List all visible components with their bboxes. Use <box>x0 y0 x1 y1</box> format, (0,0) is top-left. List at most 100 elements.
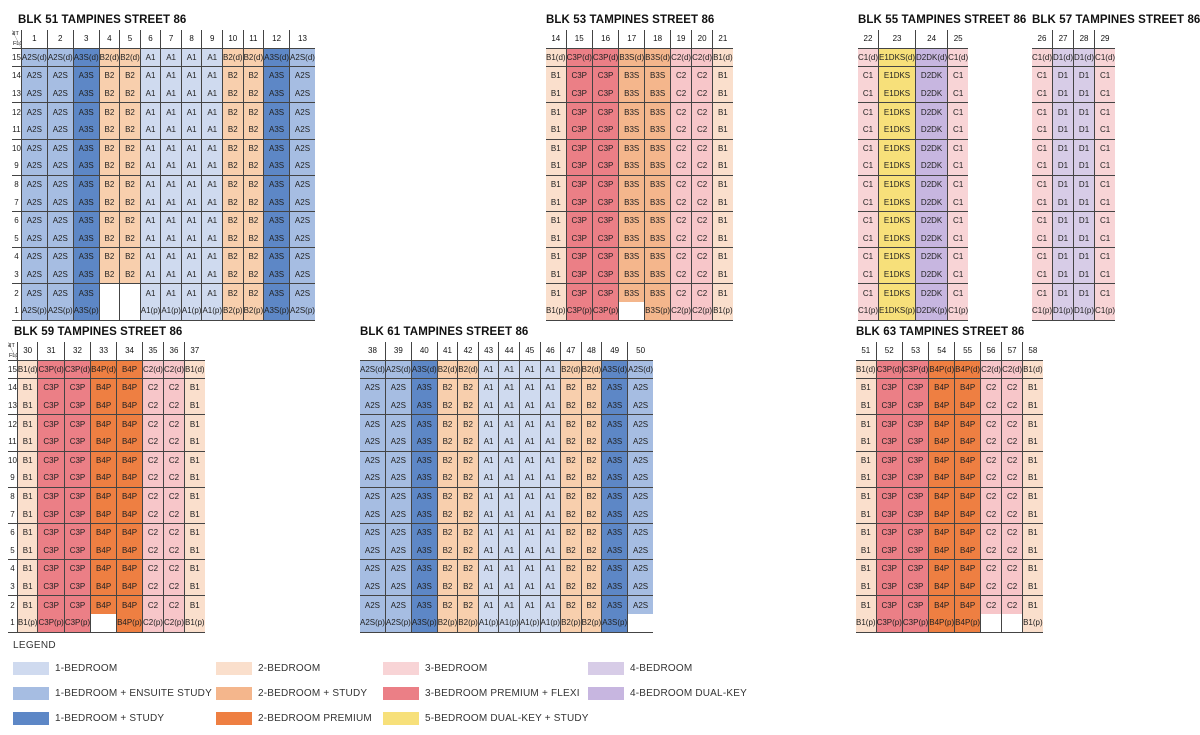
unit-cell: C3P <box>875 487 903 506</box>
unit-cell: A2S(d) <box>360 360 386 380</box>
unit-cell: A3S <box>601 559 628 578</box>
unit-cell: B3S <box>644 283 671 302</box>
unit-cell: C3P <box>63 541 91 561</box>
unit-cell: C2 <box>670 102 692 121</box>
unit-cell: A1 <box>180 175 202 194</box>
unit-cell: C3P <box>565 102 593 121</box>
unit-number: 42 <box>457 342 479 361</box>
unit-cell: B4P <box>928 396 955 416</box>
unit-cell: C2 <box>691 283 713 302</box>
corner-unit-label: UNIT <box>12 31 19 37</box>
floor-row: C1(d) D1(d) D1(d) C1(d) <box>1032 48 1116 68</box>
unit-cell: B2 <box>436 541 458 561</box>
unit-cell: A3S(d) <box>263 48 290 68</box>
unit-number: 33 <box>90 342 117 361</box>
unit-cell: A2S <box>627 469 654 488</box>
unit-cell: C2 <box>691 120 713 140</box>
unit-cell: B2 <box>119 84 141 104</box>
unit-cell: A3S <box>601 487 628 506</box>
unit-cell: D2DK <box>915 66 948 85</box>
unit-cell: C3P <box>591 139 619 158</box>
unit-cell: A2S <box>360 414 386 433</box>
unit-cell: B1 <box>856 577 877 597</box>
unit-cell: B1 <box>546 102 567 121</box>
unit-cell: C2 <box>691 229 713 249</box>
unit-number: 51 <box>856 342 877 361</box>
unit-cell: C3P <box>901 559 929 578</box>
unit-cell: A1 <box>201 175 223 194</box>
unit-cell: A3S <box>72 211 100 230</box>
unit-cell: A2S <box>360 451 386 470</box>
floor-row: B1 C3P C3P B3S B3S C2 C2 B1 <box>546 157 733 176</box>
unit-cell: B2(d) <box>436 360 458 380</box>
unit-cell: B4P <box>116 396 143 416</box>
unit-cell: B1(p) <box>712 301 733 321</box>
unit-cell: B1(d) <box>183 360 205 380</box>
floor-row: C1(p) E1DKS(p) D2DK(p) C1(p) <box>858 301 969 321</box>
floor-row: B1(p) C3P(p) C3P(p) B4P(p) B4P(p) B1(p) <box>856 613 1043 633</box>
unit-number: 11 <box>242 30 264 49</box>
unit-cell: C1 <box>947 175 969 194</box>
unit-cell: C3P <box>565 66 593 85</box>
unit-number: 19 <box>670 30 692 49</box>
unit-cell: A2S(d) <box>289 48 315 68</box>
unit-cell: A1 <box>201 247 223 266</box>
unit-cell: A1 <box>498 451 520 470</box>
unit-cell: B4P <box>90 541 117 561</box>
unit-cell: B2 <box>560 378 582 397</box>
unit-cell: C3P <box>875 505 903 524</box>
unit-cell: A3S <box>410 541 438 561</box>
unit-cell: C1 <box>1094 283 1116 302</box>
unit-cell: B4P <box>90 432 117 452</box>
unit-cell: C1 <box>1094 229 1116 249</box>
unit-cell: E1DKS <box>878 229 916 249</box>
floor-row: C1(p) D1(p) D1(p) C1(p) <box>1032 301 1116 321</box>
unit-cell: B2 <box>222 84 244 104</box>
unit-cell: B4P <box>116 469 143 488</box>
unit-number: 30 <box>16 342 38 361</box>
unit-cell: C3P(p) <box>63 613 91 633</box>
floor-row: B1 C3P C3P B4P B4P C2 C2 B1 <box>856 577 1043 597</box>
legend-label: 3-BEDROOM <box>425 663 488 674</box>
unit-cell: B4P <box>954 595 981 614</box>
unit-cell: C2 <box>670 84 692 104</box>
unit-cell: C2 <box>1001 577 1023 597</box>
unit-number: 58 <box>1022 342 1043 361</box>
floor-number: 15 <box>8 360 18 380</box>
unit-cell: B4P <box>90 451 117 470</box>
unit-cell: D1(p) <box>1073 301 1095 321</box>
unit-cell: B2 <box>457 559 479 578</box>
unit-cell: C2 <box>141 432 164 452</box>
unit-cell: B2 <box>436 595 458 614</box>
legend-label: 2-BEDROOM PREMIUM <box>258 713 372 724</box>
unit-cell: A1 <box>498 541 520 561</box>
unit-cell: C1(p) <box>1094 301 1116 321</box>
unit-cell <box>618 301 645 321</box>
unit-cell: B2 <box>560 541 582 561</box>
unit-cell: A2S <box>46 102 74 121</box>
unit-cell: A2S <box>289 139 315 158</box>
unit-cell: D1 <box>1052 102 1074 121</box>
unit-cell: A2S <box>289 84 315 104</box>
unit-cell: D1 <box>1052 175 1074 194</box>
unit-cell: C2 <box>670 211 692 230</box>
unit-cell: A1 <box>180 66 202 85</box>
unit-cell <box>98 301 120 321</box>
unit-cell: A3S <box>263 120 290 140</box>
unit-cell: D1 <box>1073 211 1095 230</box>
unit-cell: A3S <box>601 577 628 597</box>
floor-row: 2 B1 C3P C3P B4P B4P C2 C2 B1 <box>8 595 205 614</box>
unit-cell: B4P <box>928 378 955 397</box>
unit-cell: C3P <box>875 451 903 470</box>
floor-number: 2 <box>8 595 18 614</box>
unit-number: 44 <box>498 342 520 361</box>
unit-cell: C3P <box>591 211 619 230</box>
unit-cell: B4P <box>116 523 143 542</box>
unit-cell: B2 <box>119 157 141 176</box>
unit-cell: A2S <box>289 175 315 194</box>
unit-cell: C2(p) <box>141 613 164 633</box>
unit-cell: B3S <box>618 247 645 266</box>
unit-cell: B4P <box>116 577 143 597</box>
unit-cell: B4P <box>90 487 117 506</box>
unit-cell: B3S <box>618 139 645 158</box>
